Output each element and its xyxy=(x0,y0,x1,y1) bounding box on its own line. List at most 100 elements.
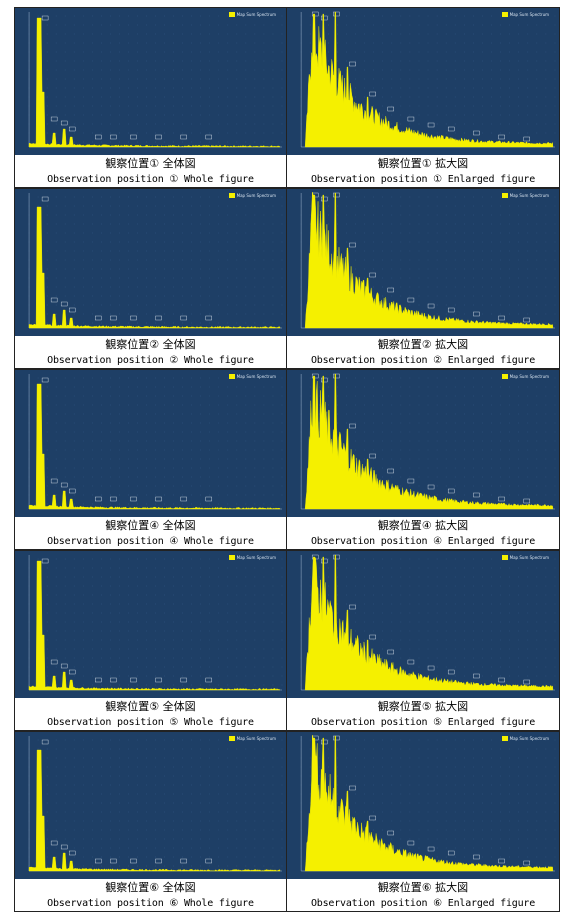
peak-label-box xyxy=(407,840,415,846)
peak-label-box xyxy=(523,317,530,323)
peak-label-box xyxy=(473,130,480,136)
peak-label-box xyxy=(407,659,415,665)
peak-label-box xyxy=(68,307,76,313)
peak-label-box xyxy=(41,558,49,564)
peak-label-box xyxy=(68,488,76,494)
legend-label: Map Sum Spectrum xyxy=(236,736,276,741)
spectrum-area xyxy=(304,191,554,329)
caption-en: Observation position ⑥ Whole figure xyxy=(47,898,254,909)
peak-label-box xyxy=(333,192,340,198)
legend-label: Map Sum Spectrum xyxy=(509,736,549,741)
spectrum-image: Map Sum Spectrum xyxy=(15,370,286,517)
legend: Map Sum Spectrum xyxy=(501,374,549,379)
peak-label-box xyxy=(498,496,505,502)
peak-label-box xyxy=(155,858,162,864)
peak-label-box xyxy=(110,858,117,864)
spectrum-graphic xyxy=(28,374,283,510)
legend: Map Sum Spectrum xyxy=(501,193,549,198)
peak-label-box xyxy=(369,91,376,97)
peak-label-box xyxy=(333,554,340,560)
peak-label-box xyxy=(60,482,68,488)
peak-label-box xyxy=(523,679,530,685)
caption-ja: 観察位置④ 拡大図 xyxy=(377,519,469,532)
spectrum-area xyxy=(28,206,281,329)
caption-en: Observation position ② Whole figure xyxy=(47,355,254,366)
legend: Map Sum Spectrum xyxy=(501,555,549,560)
caption-ja: 観察位置⑤ 全体図 xyxy=(105,700,196,713)
peak-label-box xyxy=(180,134,187,140)
table-row: Map Sum Spectrum 観察位置⑥ 全体図 Observation p… xyxy=(14,731,561,912)
legend-label: Map Sum Spectrum xyxy=(236,555,276,560)
peak-label-box xyxy=(130,496,137,502)
peak-label-box xyxy=(407,297,415,303)
spectrum-graphic xyxy=(300,11,556,148)
legend: Map Sum Spectrum xyxy=(501,736,549,741)
enlarged-figure-cell: Map Sum Spectrum 観察位置④ 拡大図 Observation p… xyxy=(287,369,560,550)
spectrum-graphic xyxy=(300,191,556,329)
table-row: Map Sum Spectrum 観察位置⑤ 全体図 Observation p… xyxy=(14,550,561,731)
peak-label-box xyxy=(321,739,328,745)
spectrum-graphic xyxy=(300,734,556,872)
peak-label-box xyxy=(447,488,455,494)
peak-label-box xyxy=(333,735,340,741)
caption-en: Observation position ④ Enlarged figure xyxy=(310,536,536,547)
peak-label-box xyxy=(473,311,480,317)
peak-label-box xyxy=(205,677,212,683)
peak-label-box xyxy=(110,677,117,683)
peak-label-box xyxy=(205,134,212,140)
peak-label-box xyxy=(311,11,319,17)
legend-swatch xyxy=(501,736,508,741)
caption-ja: 観察位置⑥ 全体図 xyxy=(105,881,196,894)
peak-label-box xyxy=(349,423,356,429)
peak-label-box xyxy=(110,315,117,321)
peak-label-box xyxy=(523,498,530,504)
peak-label-box xyxy=(473,492,480,498)
peak-label-box xyxy=(498,134,505,140)
legend-swatch xyxy=(501,12,508,17)
spectrum-graphic xyxy=(28,193,283,329)
peak-label-box xyxy=(369,815,376,821)
peak-label-box xyxy=(523,136,530,142)
peak-label-box xyxy=(41,739,49,745)
spectrum-area xyxy=(304,734,554,872)
peak-label-box xyxy=(155,677,162,683)
peak-label-box xyxy=(50,659,58,665)
peak-label-box xyxy=(50,297,58,303)
peak-label-box xyxy=(60,301,68,307)
legend-label: Map Sum Spectrum xyxy=(509,193,549,198)
peak-label-box xyxy=(473,854,480,860)
peak-label-box xyxy=(60,120,68,126)
enlarged-figure-cell: Map Sum Spectrum 観察位置⑥ 拡大図 Observation p… xyxy=(287,731,560,912)
peak-label-box xyxy=(41,15,49,21)
peak-label-box xyxy=(50,840,58,846)
peak-label-box xyxy=(447,307,455,313)
table-row: Map Sum Spectrum 観察位置② 全体図 Observation p… xyxy=(14,188,561,369)
legend-label: Map Sum Spectrum xyxy=(236,12,276,17)
peak-label-box xyxy=(155,134,162,140)
legend-label: Map Sum Spectrum xyxy=(509,374,549,379)
legend: Map Sum Spectrum xyxy=(228,374,276,379)
caption-ja: 観察位置① 全体図 xyxy=(105,157,196,170)
spectrum-area xyxy=(28,383,281,510)
legend-swatch xyxy=(228,12,235,17)
spectrum-graphic xyxy=(300,373,556,510)
caption-en: Observation position ② Enlarged figure xyxy=(310,355,536,366)
peak-label-box xyxy=(130,677,137,683)
legend-label: Map Sum Spectrum xyxy=(236,374,276,379)
spectrum-image: Map Sum Spectrum xyxy=(287,732,559,879)
peak-label-box xyxy=(427,122,435,128)
peak-label-box xyxy=(387,649,394,655)
peak-label-box xyxy=(369,634,376,640)
peak-label-box xyxy=(349,604,356,610)
peak-label-box xyxy=(130,134,137,140)
peak-label-box xyxy=(180,315,187,321)
peak-label-box xyxy=(68,669,76,675)
table-row: Map Sum Spectrum 観察位置① 全体図 Observation p… xyxy=(14,7,561,188)
peak-label-box xyxy=(321,377,328,383)
enlarged-figure-cell: Map Sum Spectrum 観察位置① 拡大図 Observation p… xyxy=(287,7,560,188)
peak-label-box xyxy=(50,116,58,122)
peak-label-box xyxy=(407,478,415,484)
caption-ja: 観察位置⑤ 拡大図 xyxy=(377,700,469,713)
peak-label-box xyxy=(427,665,435,671)
peak-label-box xyxy=(41,196,49,202)
